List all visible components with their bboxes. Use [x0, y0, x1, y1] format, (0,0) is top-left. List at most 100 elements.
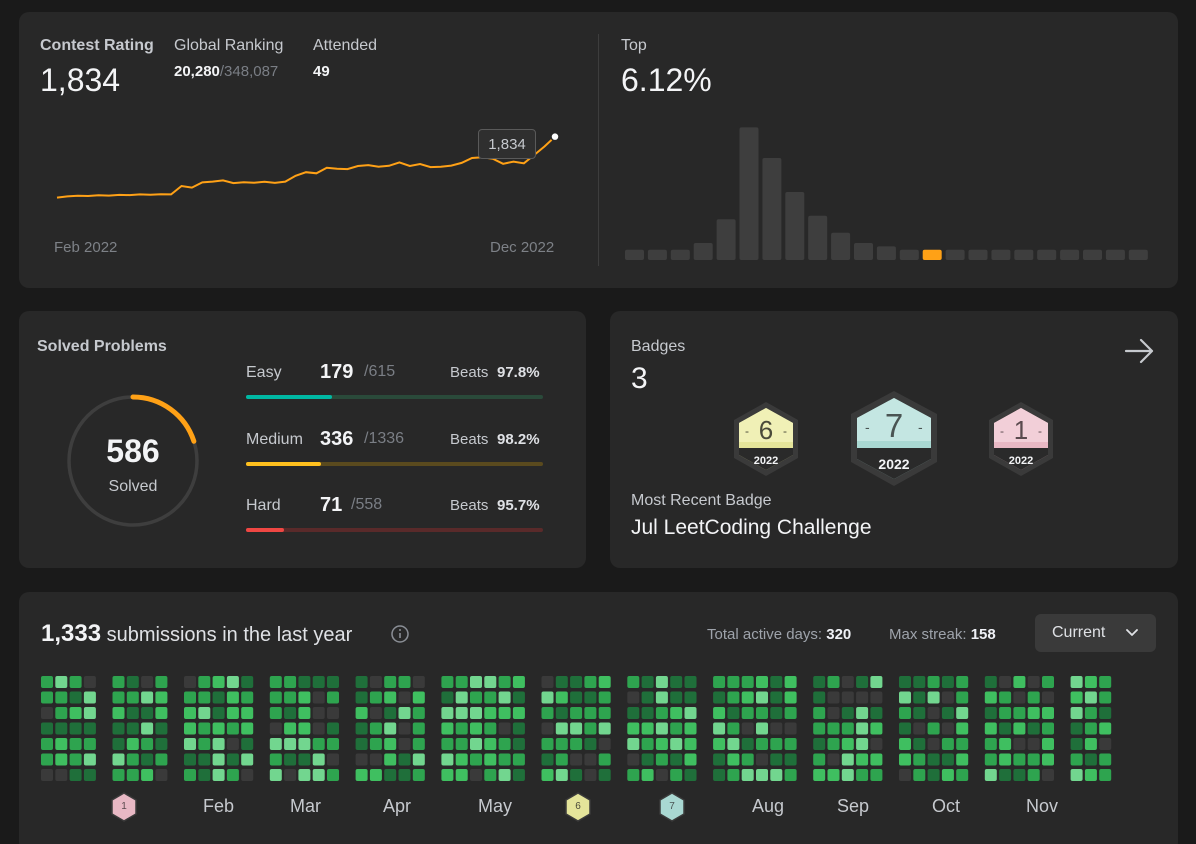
info-icon[interactable]: [390, 624, 410, 644]
svg-text:-: -: [865, 419, 870, 435]
heatmap-cell: [141, 769, 154, 781]
heatmap-cell: [41, 722, 53, 735]
heatmap-cell: [69, 707, 82, 719]
heatmap-cell: [684, 769, 697, 781]
heatmap-cell: [41, 753, 53, 766]
heatmap-cell: [298, 738, 311, 750]
heatmap-cell: [570, 707, 583, 719]
heatmap-cell: [984, 769, 997, 781]
heatmap-cell: [827, 738, 840, 750]
heatmap-cell: [512, 769, 525, 781]
heatmap-cell: [727, 738, 740, 750]
heatmap-cell: [1070, 769, 1083, 781]
month-badge-6-icon[interactable]: 6: [565, 792, 591, 822]
submission-heatmap[interactable]: [41, 676, 1161, 788]
heatmap-cell: [870, 769, 883, 781]
heatmap-cell: [713, 722, 726, 735]
heatmap-cell: [999, 738, 1012, 750]
heatmap-cell: [241, 676, 254, 688]
heatmap-cell: [999, 691, 1012, 704]
submissions-text: submissions in the last year: [106, 624, 353, 646]
heatmap-cell: [284, 722, 297, 735]
heatmap-cell: [713, 707, 726, 719]
heatmap-cell: [83, 676, 96, 688]
heatmap-cell: [670, 769, 683, 781]
heatmap-cell: [83, 753, 96, 766]
histogram-bar: [1060, 249, 1080, 260]
difficulty-solved: 71: [320, 494, 343, 516]
histogram-bar: [991, 249, 1011, 260]
heatmap-cell: [570, 753, 583, 766]
svg-text:-: -: [783, 424, 787, 438]
heatmap-cell: [1070, 676, 1083, 688]
badge-1-icon[interactable]: 1 - - 2022: [986, 400, 1056, 480]
heatmap-cell: [269, 753, 282, 766]
period-select-value: Current: [1052, 624, 1106, 641]
heatmap-cell: [55, 676, 68, 688]
beats-label: Beats: [450, 497, 489, 514]
heatmap-cell: [198, 769, 211, 781]
heatmap-cell: [512, 707, 525, 719]
heatmap-cell: [298, 769, 311, 781]
heatmap-cell: [927, 722, 940, 735]
heatmap-cell: [927, 753, 940, 766]
heatmap-cell: [69, 738, 82, 750]
period-select[interactable]: Current: [1035, 614, 1156, 652]
heatmap-cell: [956, 691, 969, 704]
heatmap-cell: [927, 691, 940, 704]
heatmap-cell: [198, 707, 211, 719]
heatmap-cell: [398, 738, 411, 750]
svg-text:-: -: [1038, 424, 1042, 438]
histogram-bar: [876, 246, 896, 260]
heatmap-cell: [355, 769, 368, 781]
histogram-bar: [968, 249, 988, 260]
heatmap-cell: [941, 707, 954, 719]
heatmap-cell: [226, 691, 239, 704]
heatmap-cell: [455, 707, 468, 719]
heatmap-cell: [226, 738, 239, 750]
top-histogram[interactable]: [625, 112, 1153, 262]
heatmap-cell: [1013, 707, 1026, 719]
heatmap-cell: [484, 722, 497, 735]
month-badge-1-icon[interactable]: 1: [111, 792, 137, 822]
heatmap-cell: [770, 707, 783, 719]
max-streak: Max streak: 158: [889, 626, 996, 643]
heatmap-cell: [641, 691, 654, 704]
heatmap-cell: [284, 738, 297, 750]
heatmap-cell: [999, 753, 1012, 766]
heatmap-cell: [455, 691, 468, 704]
badge-6-icon[interactable]: 6 - - 2022: [731, 400, 801, 480]
heatmap-cell: [813, 676, 826, 688]
heatmap-cell: [112, 769, 125, 781]
heatmap-cell: [355, 691, 368, 704]
heatmap-cell: [670, 722, 683, 735]
heatmap-cell: [112, 691, 125, 704]
chevron-down-icon: [1126, 629, 1138, 636]
heatmap-cell: [441, 769, 454, 781]
heatmap-cell: [841, 738, 854, 750]
global-rank: 20,280: [174, 63, 220, 80]
heatmap-cell: [512, 722, 525, 735]
active-days: Total active days: 320: [707, 626, 851, 643]
heatmap-cell: [212, 722, 225, 735]
heatmap-cell: [398, 722, 411, 735]
heatmap-cell: [741, 691, 754, 704]
heatmap-cell: [184, 707, 196, 719]
badge-7-icon[interactable]: 7 - - 2022: [848, 389, 940, 489]
arrow-right-icon[interactable]: [1124, 337, 1156, 365]
heatmap-cell: [655, 753, 668, 766]
month-badge-7-icon[interactable]: 7: [659, 792, 685, 822]
heatmap-cell: [470, 769, 482, 781]
heatmap-cell: [1070, 691, 1083, 704]
svg-text:6: 6: [575, 801, 581, 812]
heatmap-cell: [312, 738, 325, 750]
heatmap-cell: [598, 753, 611, 766]
heatmap-cell: [741, 753, 754, 766]
histogram-bar: [762, 158, 782, 260]
heatmap-cell: [670, 676, 683, 688]
submissions-heading: 1,333 submissions in the last year: [41, 620, 352, 648]
rating-line-chart[interactable]: [49, 122, 569, 222]
heatmap-cell: [312, 753, 325, 766]
badges-card: Badges 3 6 - - 2022 7 - - 2022 1 - - 2022 M…: [610, 311, 1178, 568]
histogram-bar: [739, 127, 759, 261]
